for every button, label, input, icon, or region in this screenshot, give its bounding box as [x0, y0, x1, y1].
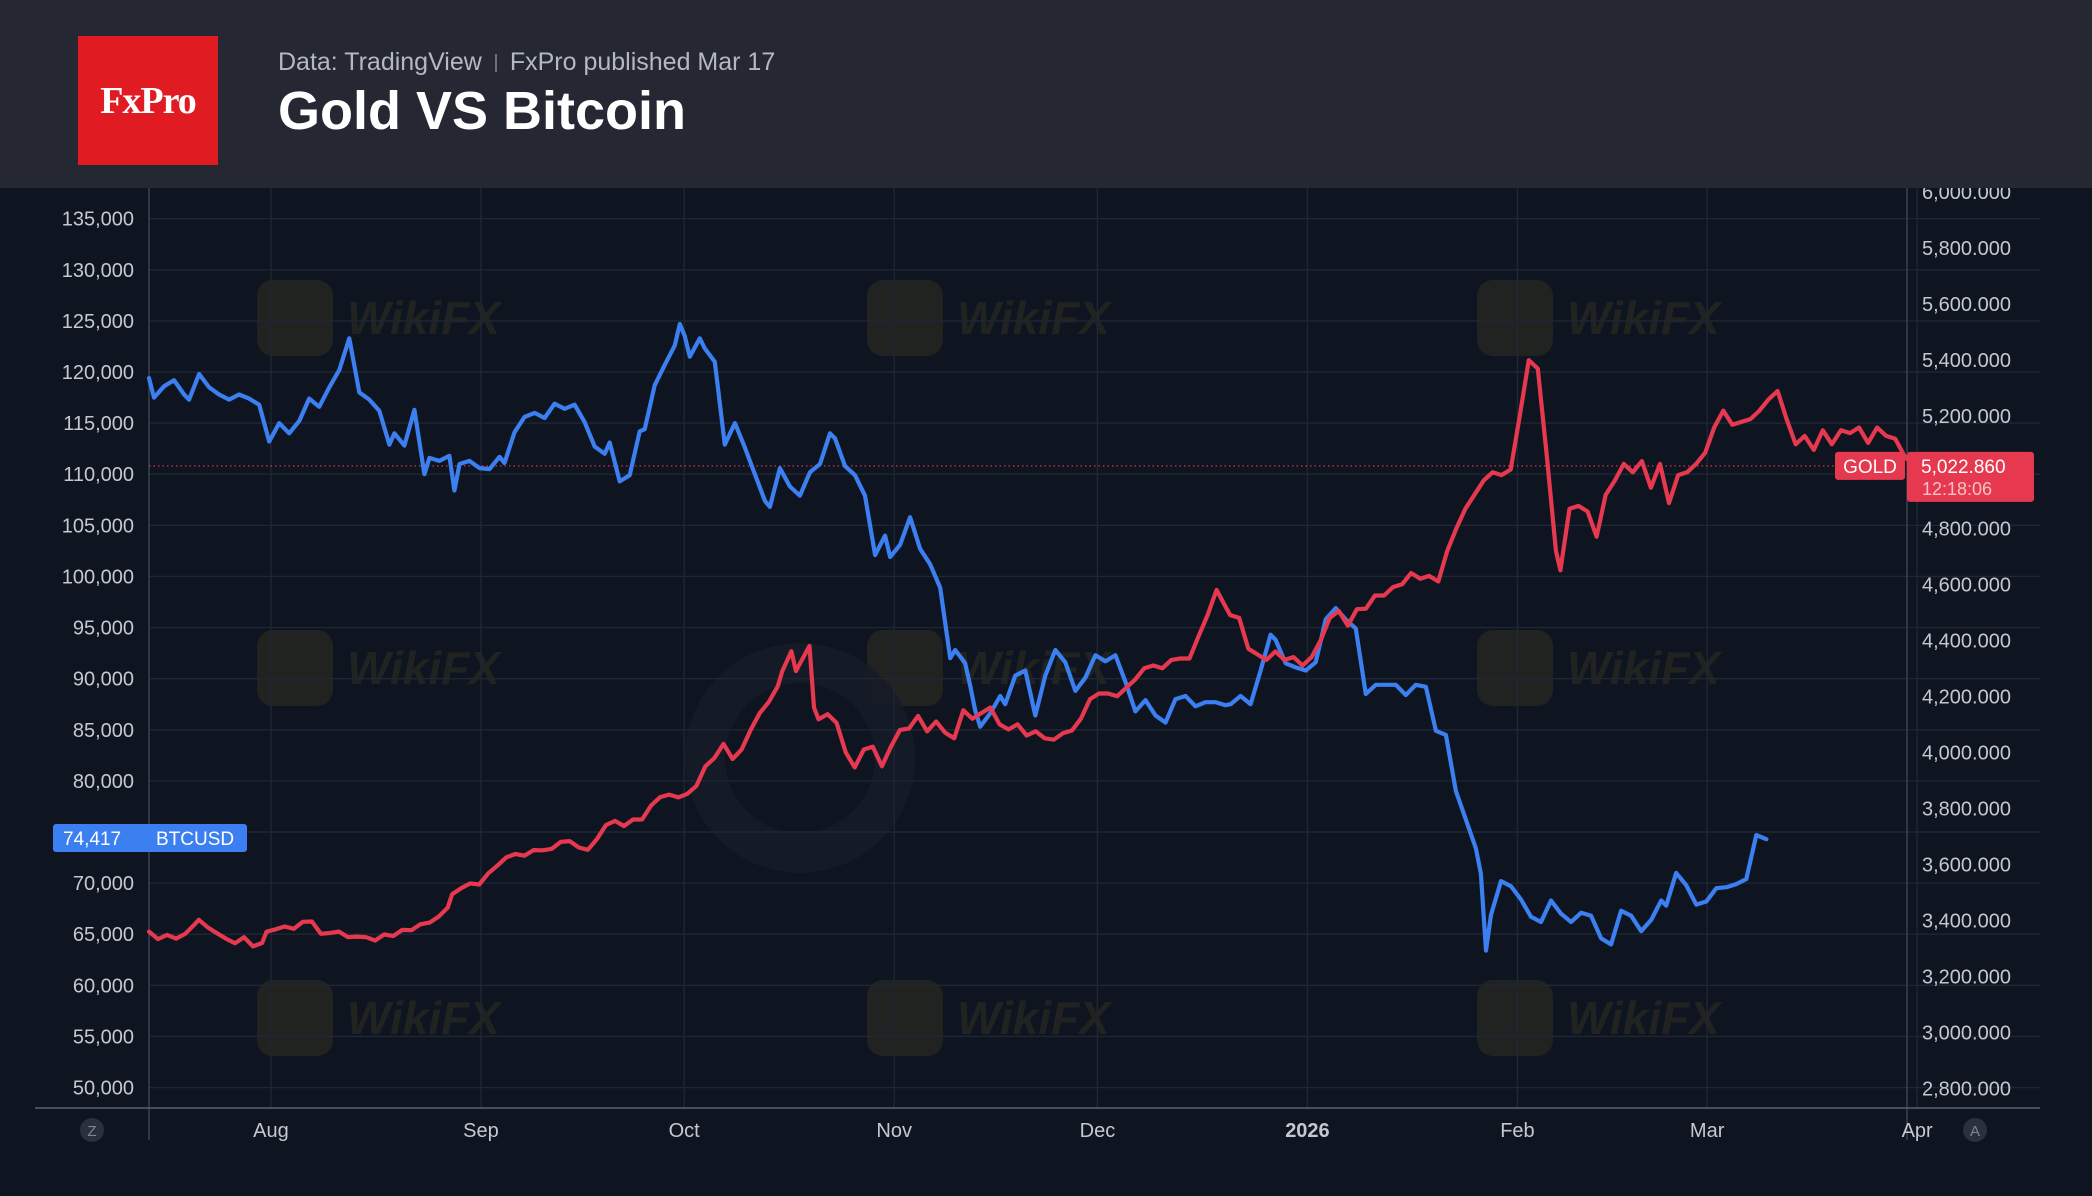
gold-price-tag	[1907, 451, 2034, 502]
watermark: WikiFX	[257, 280, 502, 356]
gold-tick-label: 5,600.000	[1922, 294, 2011, 316]
time-tick-label: Oct	[669, 1120, 701, 1142]
watermark: WikiFX	[1477, 980, 1722, 1056]
gold-tick-label: 3,400.000	[1922, 910, 2011, 932]
btc-tick-label: 135,000	[62, 209, 134, 231]
watermark-text: WikiFX	[347, 992, 502, 1044]
source-line: Data: TradingView FxPro published Mar 17	[278, 48, 775, 77]
fxpro-logo: FxPro	[78, 36, 218, 165]
gold-tick-label: 4,800.000	[1922, 518, 2011, 540]
btc-tick-label: 130,000	[62, 260, 134, 282]
btc-tick-label: 125,000	[62, 311, 134, 333]
watermark-text: WikiFX	[347, 292, 502, 344]
btc-price-tag	[53, 823, 247, 852]
auto-scale-a-button-label: A	[1970, 1123, 1980, 1140]
gold-name-tag	[1835, 451, 1905, 480]
btc-tick-label: 90,000	[73, 669, 134, 691]
series-layer	[146, 321, 1940, 953]
gold-tick-label: 4,200.000	[1922, 686, 2011, 708]
btc-tick-label: 55,000	[73, 1026, 134, 1048]
time-tick-label: Dec	[1080, 1120, 1116, 1142]
watermark: WikiFX	[257, 630, 502, 706]
gold-axis-ticks: 2,800.000 3,000.000 3,200.000 3,400.000 3,60…	[1922, 188, 2011, 1100]
watermark-text: WikiFX	[957, 642, 1112, 694]
btc-tick-label: 85,000	[73, 720, 134, 742]
gold-tick-label: 5,800.000	[1922, 238, 2011, 260]
gold-price-value: 5,022.860	[1921, 457, 2006, 478]
source-divider	[494, 53, 497, 72]
watermark-text: WikiFX	[957, 292, 1112, 344]
time-tick-label: Apr	[1902, 1120, 1933, 1142]
watermark-logo-icon	[257, 980, 333, 1056]
watermark-logo-icon	[1477, 980, 1553, 1056]
btc-price-value: 74,417	[63, 829, 121, 850]
btc-tick-label: 105,000	[62, 515, 134, 537]
gold-tick-label: 4,400.000	[1922, 630, 2011, 652]
gold-tick-label: 2,800.000	[1922, 1078, 2011, 1100]
scale-mode-z-button-label: Z	[87, 1123, 96, 1140]
btc-axis-ticks: 50,00055,00060,00065,00070,00075,00080,0…	[62, 209, 134, 1100]
gold-tick-label: 3,600.000	[1922, 854, 2011, 876]
auto-scale-a-button[interactable]	[1963, 1118, 1987, 1142]
btc-tick-label: 115,000	[63, 413, 134, 435]
watermark: WikiFX	[867, 280, 1112, 356]
btc-tick-label: 70,000	[73, 873, 134, 895]
btc-tick-label: 100,000	[62, 566, 134, 588]
gold-tick-label: 3,800.000	[1922, 798, 2011, 820]
time-tick-label: Aug	[253, 1120, 289, 1142]
watermark: WikiFX	[867, 630, 1112, 706]
gold-tick-label: 6,000.000	[1922, 188, 2011, 204]
btc-tick-label: 120,000	[62, 362, 134, 384]
watermark: WikiFX	[867, 980, 1112, 1056]
gold-tick-label: 4,600.000	[1922, 574, 2011, 596]
gold-tick-label: 4,000.000	[1922, 742, 2011, 764]
watermark-logo-icon	[867, 980, 943, 1056]
header-bar: FxPro Data: TradingView FxPro published …	[0, 0, 2092, 188]
watermark-logo-icon	[257, 630, 333, 706]
time-tick-label: Nov	[876, 1120, 912, 1142]
watermark: WikiFX	[257, 980, 502, 1056]
gold-countdown: 12:18:06	[1922, 479, 1992, 499]
published-date: FxPro published Mar 17	[509, 48, 776, 76]
gold-series-name: GOLD	[1843, 457, 1897, 478]
btcusd-series-line	[146, 321, 1769, 953]
watermark-logo-icon	[867, 280, 943, 356]
time-axis-ticks: Aug Sep Oct Nov Dec 2026 Feb Mar Apr Z A	[80, 1118, 1987, 1142]
watermark: WikiFX	[1477, 630, 1722, 706]
watermark-text: WikiFX	[1567, 642, 1722, 694]
btc-series-name: BTCUSD	[156, 829, 234, 850]
btc-tick-label: 60,000	[73, 975, 134, 997]
watermark-text: WikiFX	[347, 642, 502, 694]
btc-tick-label: 65,000	[73, 924, 134, 946]
watermark-text: WikiFX	[1567, 992, 1722, 1044]
grid-lines	[149, 188, 2040, 1108]
time-tick-label: Sep	[463, 1120, 499, 1142]
chart-title: Gold VS Bitcoin	[278, 81, 687, 141]
watermark: WikiFX	[1477, 280, 1722, 356]
gold-tick-label: 3,000.000	[1922, 1022, 2011, 1044]
watermark-layer: WikiFX WikiFX WikiFX WikiFX WikiFX WikiFX Wiki…	[257, 280, 1722, 1056]
axes-frame	[35, 188, 2040, 1140]
chart-area[interactable]: WikiFX WikiFX WikiFX WikiFX WikiFX WikiFX Wiki…	[0, 188, 2092, 1196]
gold-tick-label: 3,200.000	[1922, 966, 2011, 988]
gold-tick-label: 5,200.000	[1922, 406, 2011, 428]
btc-tick-label: 110,000	[63, 464, 134, 486]
gold-series-line	[146, 358, 1934, 949]
watermark-logo-icon	[257, 280, 333, 356]
btc-tick-label: 50,000	[73, 1078, 134, 1100]
watermark-logo-icon	[1477, 280, 1553, 356]
time-tick-label: Feb	[1500, 1120, 1534, 1142]
gold-tick-label: 5,400.000	[1922, 350, 2011, 372]
btc-tick-label: 95,000	[73, 618, 134, 640]
time-tick-label: 2026	[1285, 1120, 1330, 1142]
data-source: Data: TradingView	[278, 48, 482, 76]
watermark-text: WikiFX	[1567, 292, 1722, 344]
scale-mode-z-button[interactable]	[80, 1118, 104, 1142]
btc-tick-label: 80,000	[73, 771, 134, 793]
time-tick-label: Mar	[1690, 1120, 1725, 1142]
watermark-logo-icon	[1477, 630, 1553, 706]
watermark-text: WikiFX	[957, 992, 1112, 1044]
